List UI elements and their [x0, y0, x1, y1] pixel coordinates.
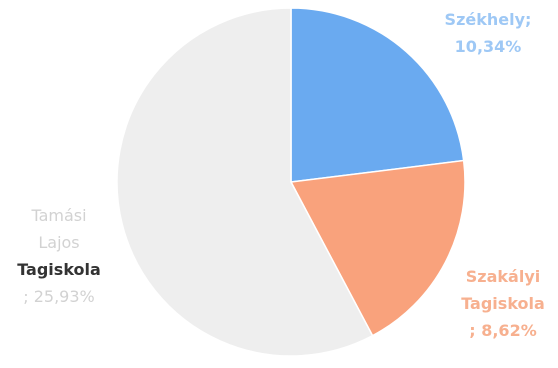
pie-slice-szakalyi [289, 159, 466, 337]
pie-slice-tamasi [116, 7, 374, 357]
slice-label-name-cont: Tagiskola [461, 294, 545, 313]
slice-label-tamasi: Tamási Lajos Tagiskola ; 25,93% [0, 202, 118, 310]
slice-label-value: 10,34% [454, 37, 522, 56]
pie-slice-szekhely [290, 7, 465, 183]
slice-label-szekhely: Székhely; 10,34% [418, 6, 558, 60]
slice-label-name: Székhely; [444, 10, 532, 29]
pie-slices [116, 7, 466, 357]
slice-label-name: Tamási [31, 206, 87, 225]
slice-label-szakalyi: Szakályi Tagiskola ; 8,62% [448, 263, 558, 344]
slice-label-name: Szakályi [465, 267, 541, 286]
slice-label-value: ; 8,62% [469, 321, 537, 340]
slice-label-name-cont: Tagiskola [17, 260, 101, 279]
slice-label-value: ; 25,93% [23, 287, 95, 306]
slice-label-name-cont: Lajos [38, 233, 80, 252]
